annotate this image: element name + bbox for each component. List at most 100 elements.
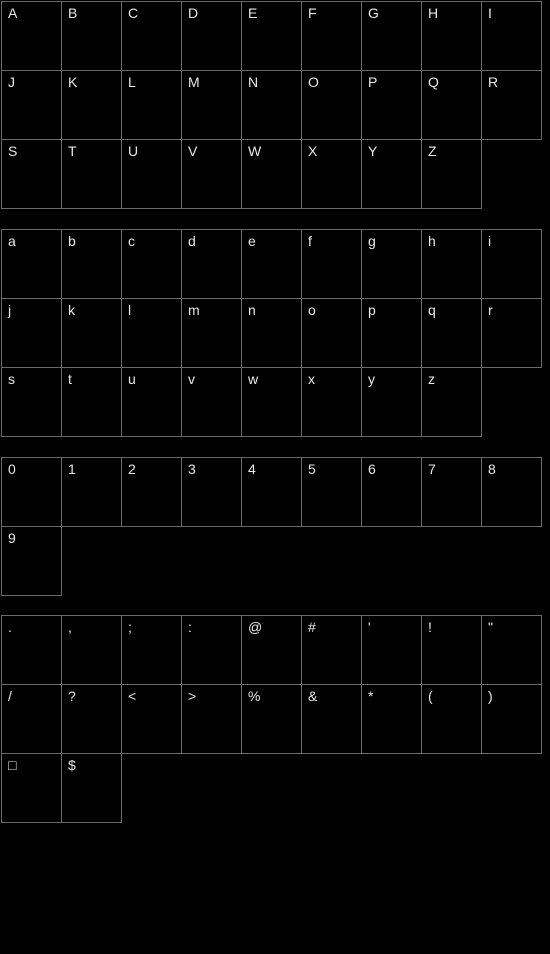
glyph-cell[interactable]: U [121,139,182,209]
glyph-cell[interactable]: c [121,229,182,299]
glyph-cell[interactable]: ! [421,615,482,685]
glyph-cell[interactable]: b [61,229,122,299]
glyph-cell[interactable]: W [241,139,302,209]
glyph-cell[interactable]: v [181,367,242,437]
glyph-cell[interactable]: B [61,1,122,71]
glyph-cell[interactable]: y [361,367,422,437]
glyph-cell[interactable]: q [421,298,482,368]
glyph-cell[interactable]: / [1,684,62,754]
glyph-cell[interactable]: 0 [1,457,62,527]
glyph-cell[interactable]: L [121,70,182,140]
glyph-label: T [68,144,77,158]
glyph-cell[interactable]: $ [61,753,122,823]
glyph-cell[interactable]: M [181,70,242,140]
glyph-label: / [8,689,12,703]
glyph-cell[interactable]: 4 [241,457,302,527]
glyph-label: C [128,6,138,20]
glyph-label: ! [428,620,432,634]
glyph-cell[interactable]: ; [121,615,182,685]
glyph-cell[interactable]: < [121,684,182,754]
glyph-label: w [248,372,258,386]
glyph-cell[interactable]: s [1,367,62,437]
glyph-cell[interactable]: i [481,229,542,299]
glyph-cell[interactable]: & [301,684,362,754]
glyph-cell[interactable]: 8 [481,457,542,527]
glyph-cell[interactable]: @ [241,615,302,685]
glyph-label: 4 [248,462,256,476]
glyph-cell[interactable]: , [61,615,122,685]
glyph-cell[interactable]: A [1,1,62,71]
glyph-cell[interactable]: 9 [1,526,62,596]
glyph-label: X [308,144,317,158]
glyph-cell[interactable]: G [361,1,422,71]
glyph-label: : [188,620,192,634]
glyph-cell[interactable]: I [481,1,542,71]
glyph-cell[interactable]: 3 [181,457,242,527]
glyph-cell[interactable]: O [301,70,362,140]
glyph-cell[interactable]: Q [421,70,482,140]
glyph-cell[interactable]: □ [1,753,62,823]
glyph-cell[interactable]: ) [481,684,542,754]
glyph-cell[interactable]: : [181,615,242,685]
glyph-label: l [128,303,131,317]
glyph-cell[interactable]: w [241,367,302,437]
glyph-label: % [248,689,260,703]
glyph-cell[interactable]: m [181,298,242,368]
glyph-cell[interactable]: F [301,1,362,71]
glyph-cell[interactable]: o [301,298,362,368]
glyph-cell[interactable]: l [121,298,182,368]
glyph-cell[interactable]: H [421,1,482,71]
glyph-cell[interactable]: S [1,139,62,209]
glyph-cell[interactable]: " [481,615,542,685]
glyph-label: B [68,6,77,20]
glyph-cell[interactable]: r [481,298,542,368]
glyph-cell[interactable]: 5 [301,457,362,527]
glyph-cell[interactable]: g [361,229,422,299]
glyph-cell[interactable]: . [1,615,62,685]
glyph-label: 9 [8,531,16,545]
glyph-cell[interactable]: 6 [361,457,422,527]
glyph-cell[interactable]: N [241,70,302,140]
glyph-cell[interactable]: j [1,298,62,368]
glyph-cell[interactable]: n [241,298,302,368]
glyph-cell[interactable]: z [421,367,482,437]
glyph-label: I [488,6,492,20]
glyph-cell[interactable]: e [241,229,302,299]
glyph-label: 7 [428,462,436,476]
glyph-cell[interactable]: ' [361,615,422,685]
glyph-cell[interactable]: 1 [61,457,122,527]
glyph-cell[interactable]: > [181,684,242,754]
glyph-cell[interactable]: ( [421,684,482,754]
glyph-cell[interactable]: u [121,367,182,437]
section-lowercase: abcde fghi jkl mnopqr st uvw xyz [2,230,550,437]
glyph-cell[interactable]: p [361,298,422,368]
glyph-cell[interactable]: x [301,367,362,437]
glyph-cell[interactable]: E [241,1,302,71]
glyph-cell[interactable]: K [61,70,122,140]
glyph-cell[interactable]: P [361,70,422,140]
glyph-cell[interactable]: % [241,684,302,754]
glyph-cell[interactable]: h [421,229,482,299]
glyph-cell[interactable]: V [181,139,242,209]
glyph-label: t [68,372,72,386]
glyph-label: S [8,144,17,158]
glyph-cell[interactable]: T [61,139,122,209]
glyph-cell[interactable]: J [1,70,62,140]
glyph-cell[interactable]: d [181,229,242,299]
glyph-cell[interactable]: # [301,615,362,685]
glyph-cell[interactable]: Y [361,139,422,209]
glyph-cell[interactable]: C [121,1,182,71]
glyph-cell[interactable]: X [301,139,362,209]
glyph-cell[interactable]: 7 [421,457,482,527]
glyph-cell[interactable]: a [1,229,62,299]
glyph-cell[interactable]: R [481,70,542,140]
glyph-cell[interactable]: D [181,1,242,71]
glyph-cell[interactable]: t [61,367,122,437]
glyph-cell[interactable]: 2 [121,457,182,527]
glyph-label: e [248,234,256,248]
glyph-cell[interactable]: * [361,684,422,754]
glyph-cell[interactable]: k [61,298,122,368]
glyph-cell[interactable]: f [301,229,362,299]
glyph-cell[interactable]: ? [61,684,122,754]
glyph-cell[interactable]: Z [421,139,482,209]
